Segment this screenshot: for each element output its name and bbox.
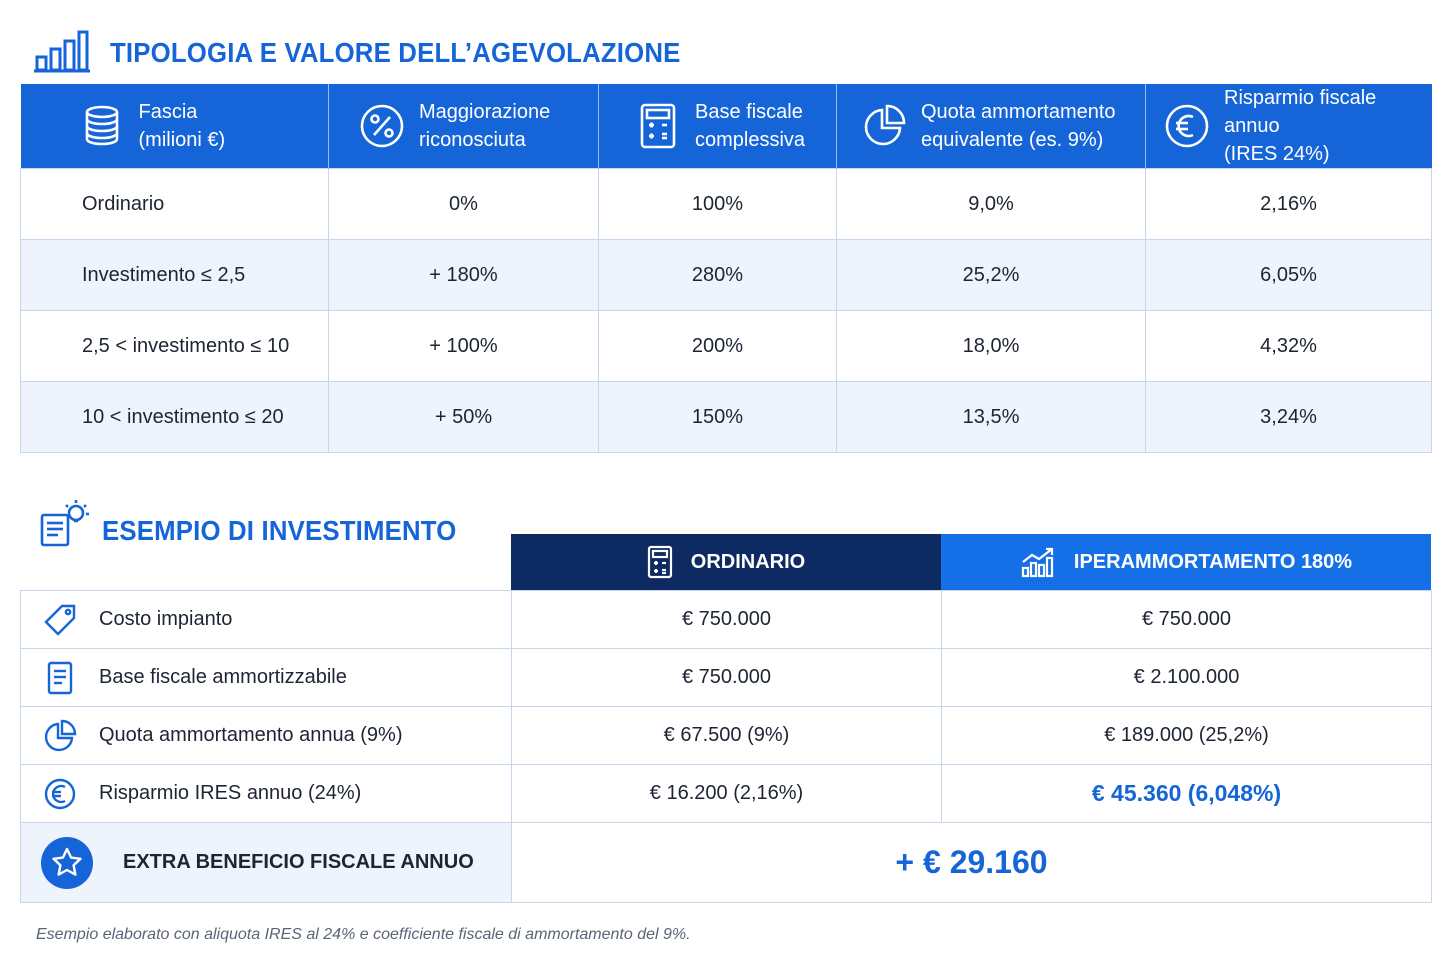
row-label: Costo impianto xyxy=(99,608,233,630)
cell-quota: 18,0% xyxy=(836,310,1146,382)
header-maggiorazione: Maggiorazione riconosciuta xyxy=(328,84,599,169)
column-header-label: IPERAMMORTAMENTO 180% xyxy=(1073,550,1353,573)
header-line1: Quota ammortamento xyxy=(921,101,1116,123)
cell-quota: 25,2% xyxy=(836,239,1146,311)
header-line2: equivalente (es. 9%) xyxy=(921,129,1104,151)
cell-maggiorazione: + 100% xyxy=(328,310,599,382)
cell-iper: € 189.000 (25,2%) xyxy=(941,706,1432,765)
cell-quota: 9,0% xyxy=(836,168,1146,240)
header-quota: Quota ammortamento equivalente (es. 9%) xyxy=(836,84,1146,169)
calculator-icon xyxy=(647,545,673,579)
total-value: + € 29.160 xyxy=(511,822,1432,903)
euro-icon xyxy=(1164,103,1210,149)
row-label-cell: Base fiscale ammortizzabile xyxy=(20,648,512,707)
percent-icon xyxy=(359,103,405,149)
cell-risparmio: 4,32% xyxy=(1145,310,1432,382)
header-line2: (milioni €) xyxy=(138,129,226,151)
table-row: Costo impianto € 750.000 € 750.000 xyxy=(20,590,1432,649)
report-idea-icon xyxy=(38,497,92,556)
table-row: Quota ammortamento annua (9%) € 67.500 (… xyxy=(20,706,1432,765)
section-title-text: ESEMPIO DI INVESTIMENTO xyxy=(102,515,457,546)
cell-fascia: Ordinario xyxy=(20,168,329,240)
cell-iper: € 750.000 xyxy=(941,590,1432,649)
section-title-tipologia: TIPOLOGIA E VALORE DELL’AGEVOLAZIONE xyxy=(34,30,730,76)
cell-maggiorazione: + 50% xyxy=(328,381,599,453)
calculator-icon xyxy=(635,103,681,149)
header-line1: Maggiorazione xyxy=(419,101,551,123)
column-header-iperammortamento: IPERAMMORTAMENTO 180% xyxy=(941,534,1431,590)
section-title-text: TIPOLOGIA E VALORE DELL’AGEVOLAZIONE xyxy=(110,37,681,68)
header-base-fiscale: Base fiscale complessiva xyxy=(598,84,837,169)
header-line1: Base fiscale xyxy=(695,101,803,123)
row-label: Base fiscale ammortizzabile xyxy=(99,666,347,688)
cell-base: 200% xyxy=(598,310,837,382)
cell-fascia: 10 < investimento ≤ 20 xyxy=(20,381,329,453)
header-line2: riconosciuta xyxy=(419,129,526,151)
cell-maggiorazione: 0% xyxy=(328,168,599,240)
bar-chart-icon xyxy=(34,29,90,78)
row-label: Quota ammortamento annua (9%) xyxy=(99,724,403,746)
header-line1: Fascia xyxy=(138,101,198,123)
total-label-cell: EXTRA BENEFICIO FISCALE ANNUO xyxy=(20,822,512,903)
table-row: 2,5 < investimento ≤ 10 + 100% 200% 18,0… xyxy=(20,310,1432,382)
column-header-ordinario: ORDINARIO xyxy=(511,534,941,590)
table-row: 10 < investimento ≤ 20 + 50% 150% 13,5% … xyxy=(20,381,1432,453)
table-header-row: Fascia (milioni €) Maggiorazione riconosci… xyxy=(20,84,1432,169)
footnote: Esempio elaborato con aliquota IRES al 2… xyxy=(36,926,691,943)
header-risparmio: Risparmio fiscale annuo (IRES 24%) xyxy=(1145,84,1432,169)
total-label: EXTRA BENEFICIO FISCALE ANNUO xyxy=(123,851,474,873)
cell-ordinario: € 750.000 xyxy=(511,648,942,707)
euro-icon xyxy=(41,777,79,811)
cell-base: 150% xyxy=(598,381,837,453)
document-icon xyxy=(41,661,79,695)
cell-quota: 13,5% xyxy=(836,381,1146,453)
row-label-cell: Costo impianto xyxy=(20,590,512,649)
table-row: Ordinario 0% 100% 9,0% 2,16% xyxy=(20,168,1432,240)
row-label-cell: Risparmio IRES annuo (24%) xyxy=(20,764,512,823)
pie-chart-icon xyxy=(861,103,907,149)
agevolazione-table: Fascia (milioni €) Maggiorazione riconosci… xyxy=(20,84,1432,453)
section-title-esempio: ESEMPIO DI INVESTIMENTO xyxy=(38,488,487,564)
cell-ordinario: € 750.000 xyxy=(511,590,942,649)
cell-base: 100% xyxy=(598,168,837,240)
cell-iper: € 2.100.000 xyxy=(941,648,1432,707)
cell-maggiorazione: + 180% xyxy=(328,239,599,311)
esempio-table: Costo impianto € 750.000 € 750.000 xyxy=(20,590,1432,903)
pie-chart-icon xyxy=(41,719,79,753)
table-row: Base fiscale ammortizzabile € 750.000 € … xyxy=(20,648,1432,707)
table-row: Investimento ≤ 2,5 + 180% 280% 25,2% 6,0… xyxy=(20,239,1432,311)
header-line1: Risparmio fiscale annuo xyxy=(1224,87,1377,137)
cell-base: 280% xyxy=(598,239,837,311)
header-fascia: Fascia (milioni €) xyxy=(20,84,329,169)
cell-ordinario: € 16.200 (2,16%) xyxy=(511,764,942,823)
header-line2: complessiva xyxy=(695,129,806,151)
cell-ordinario: € 67.500 (9%) xyxy=(511,706,942,765)
row-label-cell: Quota ammortamento annua (9%) xyxy=(20,706,512,765)
table-row: Risparmio IRES annuo (24%) € 16.200 (2,1… xyxy=(20,764,1432,823)
star-icon xyxy=(41,836,93,889)
column-header-label: ORDINARIO xyxy=(690,550,806,573)
growth-chart-icon xyxy=(1020,546,1056,578)
total-row: EXTRA BENEFICIO FISCALE ANNUO + € 29.160 xyxy=(20,822,1432,903)
cell-iper-highlight: € 45.360 (6,048%) xyxy=(941,764,1432,823)
cell-fascia: Investimento ≤ 2,5 xyxy=(20,239,329,311)
cell-risparmio: 3,24% xyxy=(1145,381,1432,453)
coins-stack-icon xyxy=(79,103,125,149)
cell-risparmio: 2,16% xyxy=(1145,168,1432,240)
row-label: Risparmio IRES annuo (24%) xyxy=(99,782,362,804)
cell-risparmio: 6,05% xyxy=(1145,239,1432,311)
cell-fascia: 2,5 < investimento ≤ 10 xyxy=(20,310,329,382)
header-line2: (IRES 24%) xyxy=(1224,143,1330,165)
tag-icon xyxy=(41,603,79,637)
